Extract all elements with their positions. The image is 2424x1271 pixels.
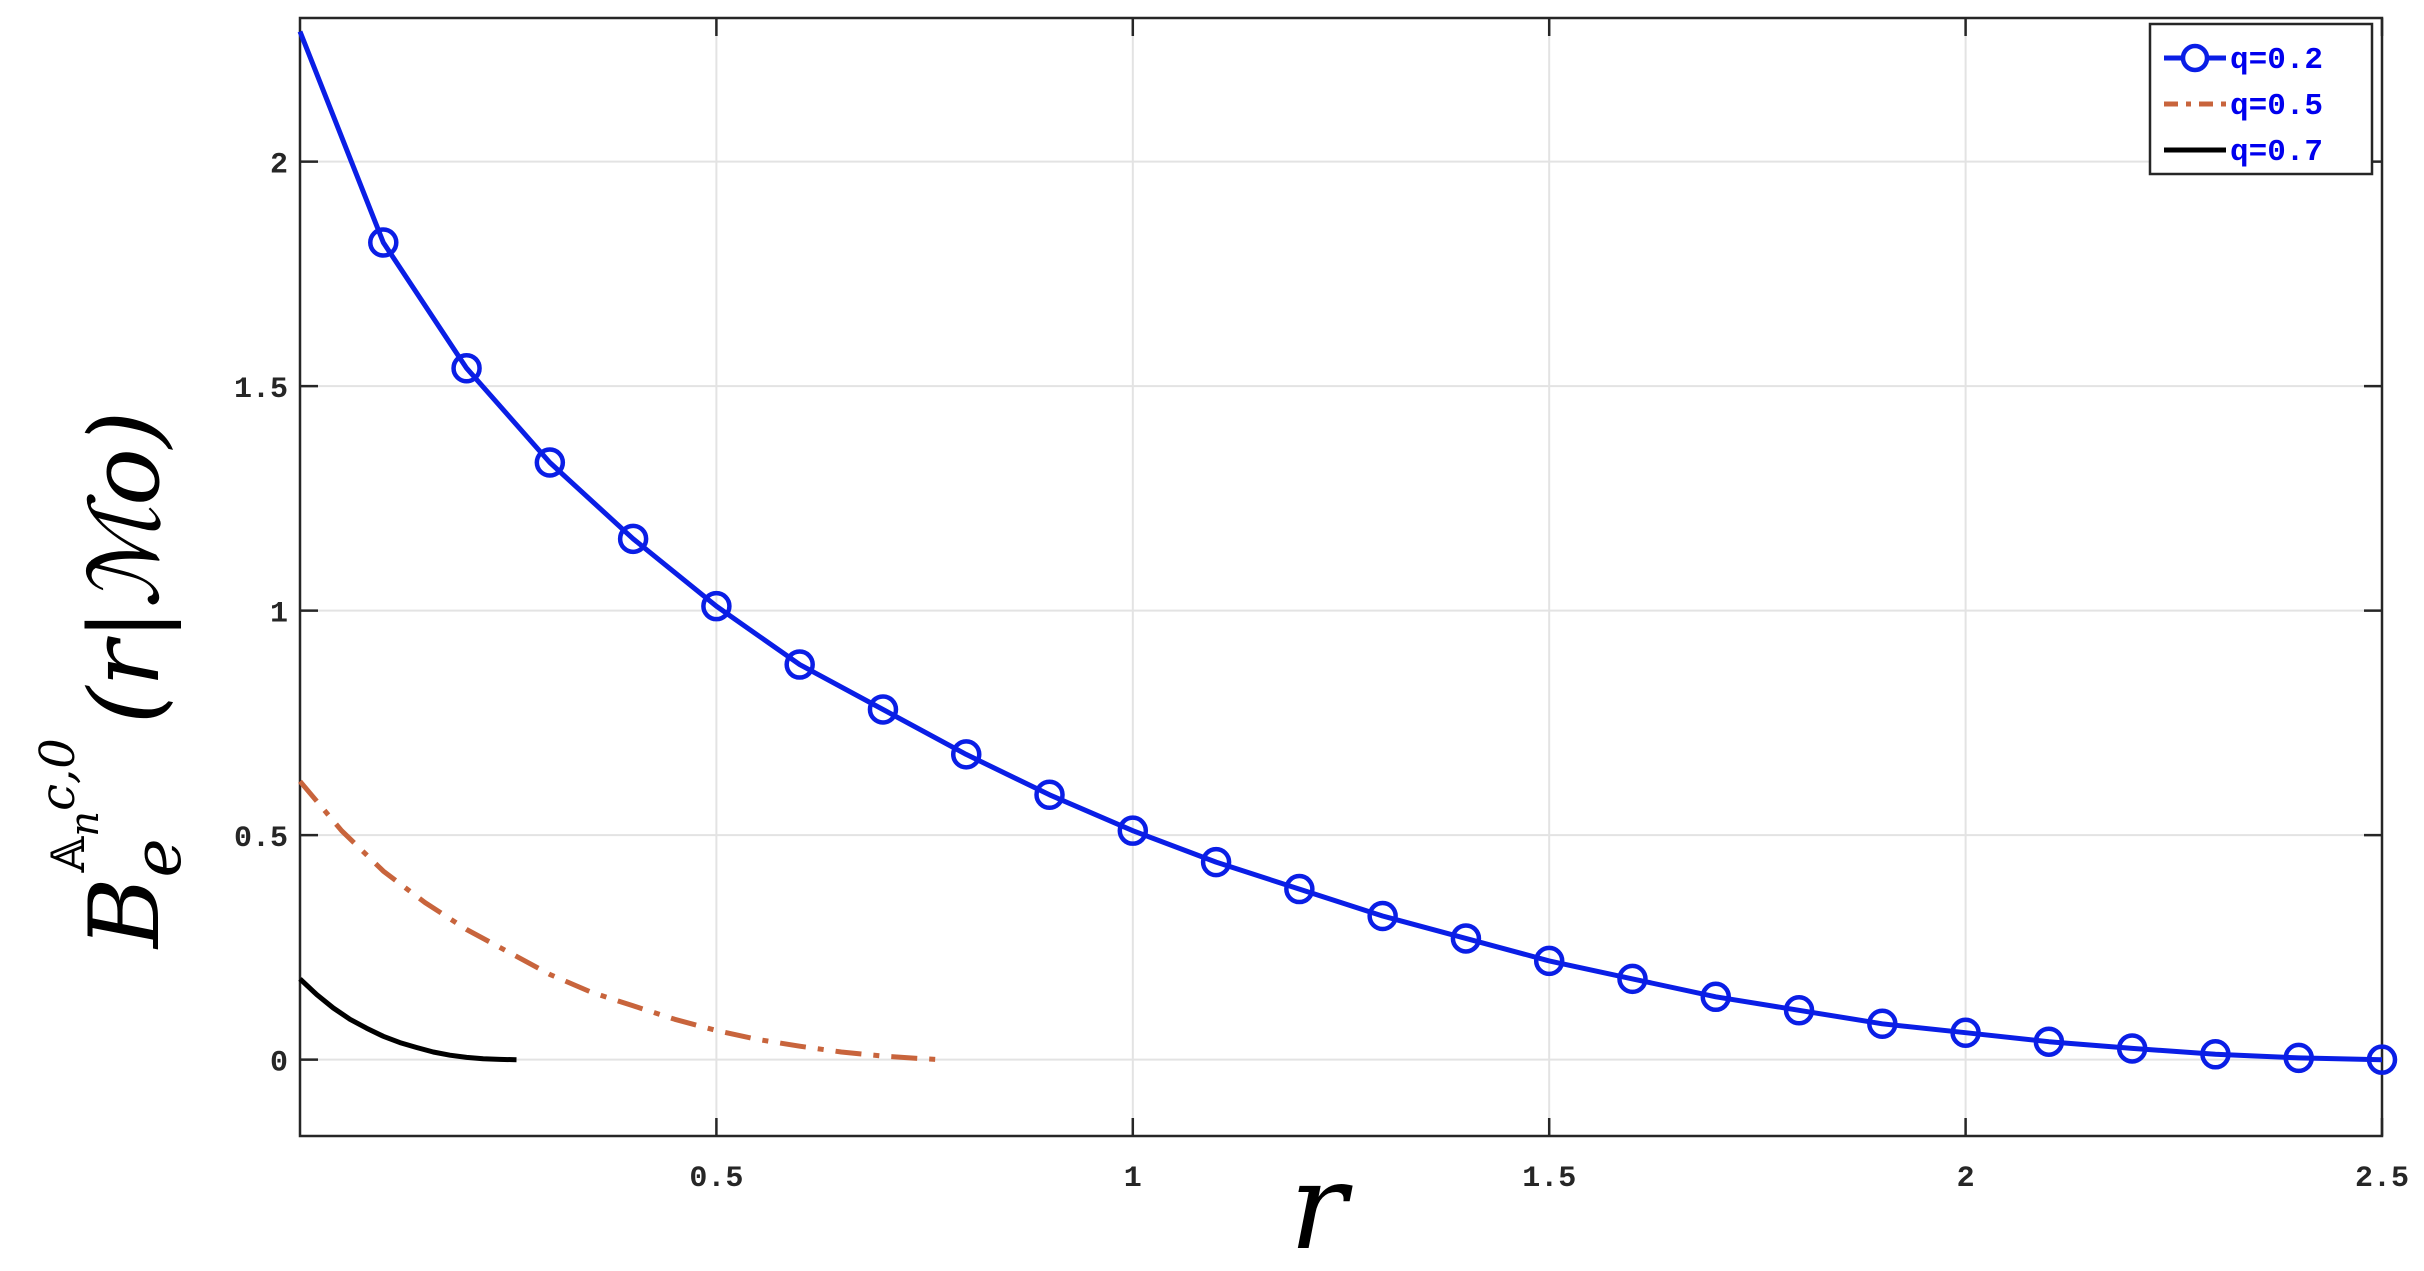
series-q-0-5	[298, 779, 942, 1063]
data-point-marker	[1450, 923, 1482, 954]
data-point-marker	[2033, 1026, 2065, 1057]
series-q-0-7	[298, 977, 517, 1063]
y-title-argument: (r|ℳo)	[69, 411, 181, 725]
series-line	[298, 977, 517, 1063]
data-point-marker	[784, 649, 815, 680]
legend-marker	[2180, 43, 2210, 73]
x-axis-title: r	[1289, 1138, 1353, 1271]
y-title-sup-script-sub: n	[62, 811, 108, 837]
plot-frame	[298, 16, 2384, 1138]
y-axis-title: Be𝔸nc,0 (r|ℳo)	[30, 411, 196, 950]
y-title-sup-script: 𝔸	[41, 835, 95, 873]
x-tick-label: 2.5	[2355, 1162, 2409, 1196]
data-point-marker	[2200, 1039, 2231, 1070]
data-point-marker	[1200, 846, 1232, 878]
legend-entry: q=0.2	[2164, 43, 2323, 78]
y-title-base: B	[69, 877, 181, 950]
data-point-marker	[2116, 1033, 2148, 1064]
legend: q=0.2 q=0.5 q=0.7	[2148, 22, 2374, 176]
x-tick-label: 2	[1957, 1162, 1975, 1196]
data-point-marker	[1367, 900, 1398, 932]
data-point-marker	[1533, 945, 1565, 977]
data-point-marker	[1867, 1008, 1898, 1040]
data-point-marker	[1284, 873, 1315, 905]
data-point-marker	[451, 352, 482, 384]
data-point-marker	[701, 590, 732, 622]
data-point-marker	[867, 694, 899, 725]
grid-lines	[300, 18, 2383, 1136]
data-point-marker	[1617, 963, 1648, 995]
x-tick-label: 0.5	[689, 1162, 743, 1196]
y-tick-label: 0.5	[234, 822, 288, 856]
x-tick-label: 1	[1124, 1162, 1142, 1196]
series-line	[297, 30, 2383, 1063]
data-point-marker	[1783, 995, 1815, 1026]
x-tick-label: 1.5	[1522, 1162, 1576, 1196]
y-title-sup-tail: c,0	[30, 738, 86, 811]
data-point-marker	[617, 523, 649, 555]
series-q-0-2	[297, 30, 2398, 1075]
axis-ticks: 0.5 1 1.5 2 2.5 0 0.5 1 1.5 2	[234, 18, 2409, 1196]
legend-label: q=0.7	[2230, 135, 2323, 170]
y-title-sub: e	[119, 838, 196, 877]
series-lines	[297, 30, 2398, 1075]
data-point-marker	[1034, 779, 1065, 811]
data-point-marker	[1700, 981, 1732, 1013]
series-line	[298, 779, 942, 1063]
legend-label: q=0.5	[2230, 89, 2323, 124]
legend-entry: q=0.5	[2164, 89, 2323, 124]
y-tick-label: 2	[270, 149, 288, 183]
data-point-marker	[1950, 1017, 1981, 1048]
data-point-marker	[950, 739, 982, 770]
y-tick-label: 1	[270, 598, 288, 632]
data-point-marker	[534, 447, 566, 478]
svg-text:Be𝔸nc,0(r|ℳo): Be𝔸nc,0 (r|ℳo)	[30, 411, 196, 950]
data-point-marker	[2366, 1044, 2398, 1075]
data-point-marker	[368, 227, 399, 258]
legend-label: q=0.2	[2230, 43, 2323, 78]
y-tick-label: 1.5	[234, 373, 288, 407]
legend-entry: q=0.7	[2164, 135, 2323, 170]
data-point-marker	[1117, 815, 1149, 846]
y-tick-label: 0	[270, 1047, 288, 1081]
data-point-marker	[2283, 1042, 2314, 1074]
